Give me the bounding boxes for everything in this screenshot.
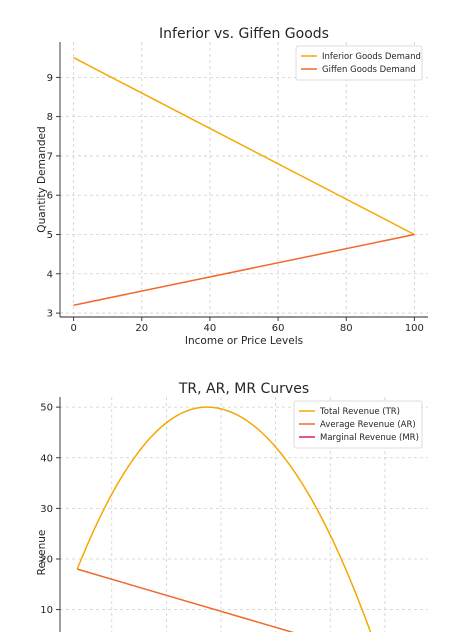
y-tick-label: 8 (47, 112, 53, 123)
legend-entry: Inferior Goods Demand (322, 52, 421, 62)
y-tick-label: 6 (47, 191, 53, 202)
legend-box (295, 45, 423, 81)
x-tick-label: 0 (70, 323, 76, 334)
legend-box (293, 400, 423, 449)
y-tick-label: 20 (40, 555, 53, 566)
y-tick-label: 30 (40, 504, 53, 515)
legend-entry: Average Revenue (AR) (320, 420, 416, 430)
chart-title: Inferior vs. Giffen Goods (159, 26, 329, 42)
y-tick-label: 10 (40, 605, 53, 616)
y-tick-label: 40 (40, 453, 53, 464)
y-tick-label: 7 (47, 151, 53, 162)
series-line-0 (76, 406, 372, 632)
y-tick-label: 3 (47, 309, 53, 320)
x-tick-label: 20 (135, 323, 148, 334)
y-tick-label: 4 (47, 269, 53, 280)
x-tick-label: 60 (272, 323, 285, 334)
y-tick-label: 50 (40, 403, 53, 414)
y-tick-label: 5 (47, 230, 53, 241)
y-axis-label: Revenue (36, 530, 48, 576)
series-line-1 (73, 233, 415, 306)
x-tick-label: 40 (204, 323, 217, 334)
y-axis-label: Quantity Demanded (36, 126, 48, 232)
legend-entry: Giffen Goods Demand (322, 65, 416, 75)
legend-entry: Marginal Revenue (MR) (320, 433, 419, 443)
legend-entry: Total Revenue (TR) (319, 407, 400, 417)
series-line-1 (77, 568, 295, 632)
y-tick-label: 9 (47, 73, 53, 84)
chart-title: TR, AR, MR Curves (178, 381, 309, 397)
series-line-0 (73, 57, 415, 236)
x-axis-label: Income or Price Levels (185, 335, 303, 347)
x-tick-label: 100 (405, 323, 424, 334)
x-tick-label: 80 (340, 323, 353, 334)
